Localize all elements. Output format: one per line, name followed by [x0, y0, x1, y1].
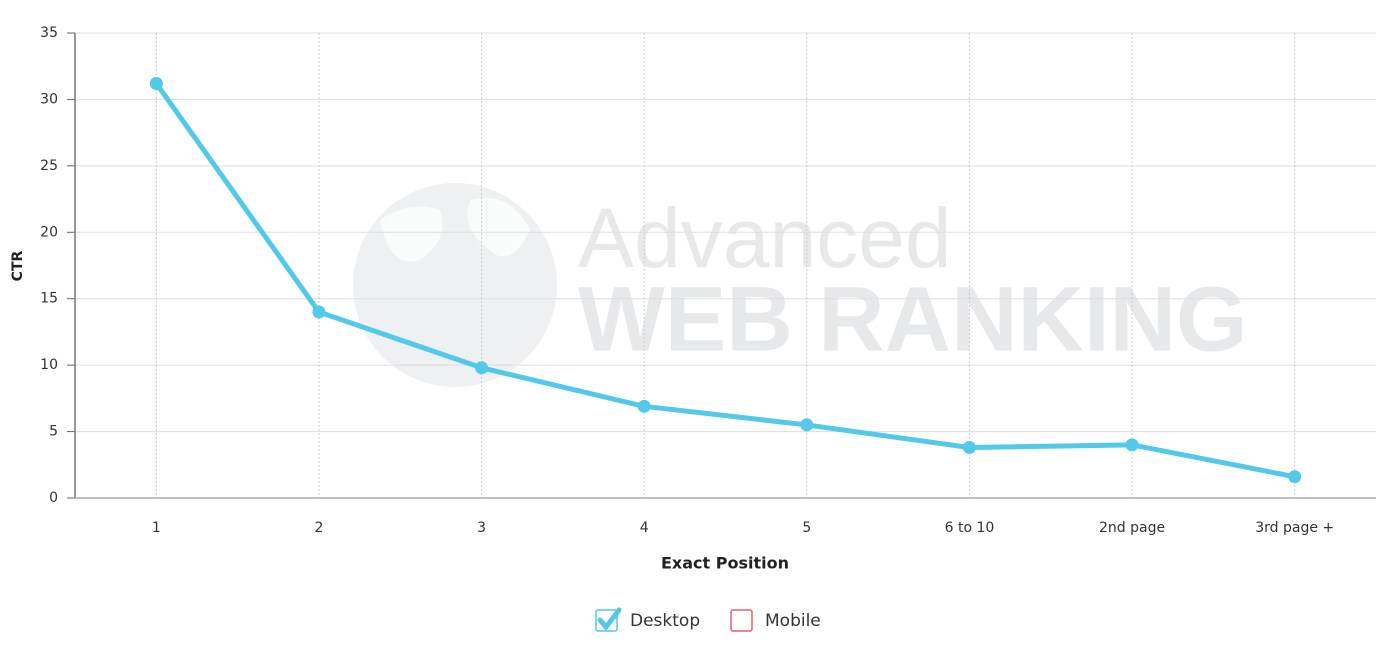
x-tick-label: 5 [802, 520, 811, 536]
y-tick-label: 10 [40, 357, 58, 373]
x-tick-label: 2 [314, 520, 323, 536]
x-tick-label: 3rd page + [1255, 520, 1334, 536]
legend-checkbox[interactable] [730, 609, 753, 632]
y-tick-label: 5 [49, 424, 58, 440]
legend-label: Desktop [630, 611, 700, 631]
point [800, 418, 814, 432]
x-tick-label: 6 to 10 [945, 520, 995, 536]
point [475, 361, 489, 375]
legend-item[interactable]: Desktop [595, 607, 700, 632]
x-tick-label: 3 [477, 520, 486, 536]
y-tick-label: 15 [40, 291, 58, 307]
legend-item[interactable]: Mobile [730, 609, 821, 632]
x-tick-label: 4 [640, 520, 649, 536]
legend-checkbox[interactable] [595, 609, 618, 632]
point [149, 76, 163, 90]
point [962, 441, 976, 455]
y-tick-label: 35 [40, 25, 58, 41]
y-tick-label: 20 [40, 224, 58, 240]
legend-label: Mobile [765, 611, 821, 631]
x-tick-label: 2nd page [1099, 520, 1165, 536]
point [312, 305, 326, 319]
y-axis-title: CTR [10, 250, 26, 281]
watermark-text: WEB RANKING [578, 268, 1248, 370]
legend-check [597, 607, 622, 631]
y-tick-label: 0 [49, 490, 58, 506]
x-axis-title: Exact Position [661, 554, 789, 573]
x-tick-label: 1 [152, 520, 161, 536]
y-tick-label: 25 [40, 158, 58, 174]
watermark-text: Advanced [578, 191, 952, 285]
y-tick-label: 30 [40, 91, 58, 107]
point [1125, 438, 1139, 452]
point [1288, 470, 1302, 484]
line [154, 82, 1296, 480]
watermark-globe [353, 183, 557, 387]
point [637, 399, 651, 413]
